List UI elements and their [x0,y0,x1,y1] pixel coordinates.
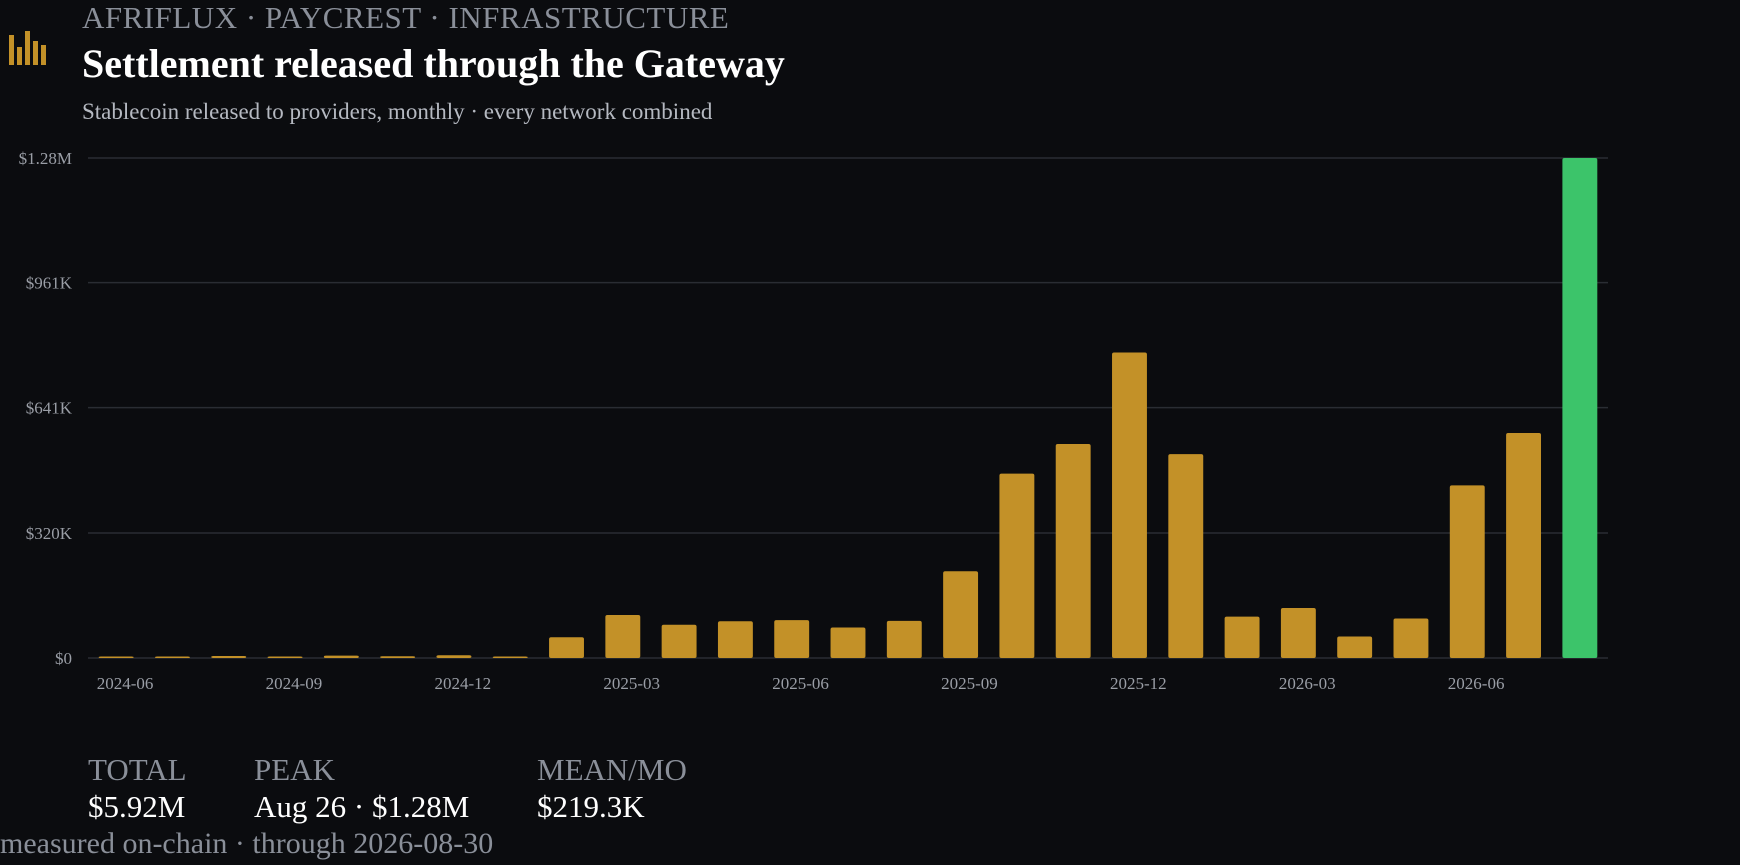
y-tick-label: $641K [26,399,73,418]
bar [1055,443,1091,658]
bar [1280,608,1316,658]
chart-subtitle: Stablecoin released to providers, monthl… [82,99,713,124]
bar [1224,616,1260,658]
y-tick-label: $1.28M [19,149,72,168]
x-tick-label: 2024-12 [434,674,491,693]
grid-lines [88,157,1608,659]
bar [549,637,584,658]
bar [999,473,1035,658]
chart-title: Settlement released through the Gateway [82,41,785,86]
x-tick-label: 2025-03 [603,674,660,693]
bar [267,656,303,658]
stat-mean: MEAN/MO $219.3K [537,752,687,826]
bar [661,624,697,658]
stat-total: TOTAL $5.92M [88,752,187,826]
stat-total-label: TOTAL [88,752,187,787]
y-axis: $0 $320K $641K $961K $1.28M [19,149,73,668]
stat-peak-value: Aug 26 · $1.28M [254,789,470,824]
x-tick-label: 2024-09 [266,674,323,693]
bar [1393,618,1429,658]
stat-mean-label: MEAN/MO [537,752,687,787]
bar [1168,454,1204,658]
bar [211,656,247,658]
bar [323,655,359,658]
stat-total-value: $5.92M [88,789,186,824]
y-tick-label: $0 [55,649,72,668]
y-tick-label: $320K [26,524,73,543]
bar [605,615,641,658]
x-tick-label: 2025-06 [772,674,829,693]
bar [380,656,416,658]
stat-peak-label: PEAK [254,752,335,787]
x-tick-label: 2026-06 [1448,674,1505,693]
x-tick-label: 2025-12 [1110,674,1167,693]
bar [943,571,979,658]
bar-highlight [1562,158,1598,658]
x-tick-label: 2026-03 [1279,674,1336,693]
bar [886,620,922,658]
stat-mean-value: $219.3K [537,789,645,824]
bar-chart: $0$320K$641K$961K$1.28M 2024-06 2024-09 20… [19,149,1608,693]
bar [717,621,753,658]
x-axis: 2024-06 2024-09 2024-12 2025-03 2025-06 2025-… [97,674,1505,693]
bar [774,620,810,658]
bar [1112,352,1147,658]
x-tick-label: 2024-06 [97,674,154,693]
bar [830,627,866,658]
stat-peak: PEAK Aug 26 · $1.28M [254,752,469,826]
x-tick-label: 2025-09 [941,674,998,693]
bars [98,158,1598,658]
bar [154,656,190,658]
y-tick-label: $961K [26,274,73,293]
bar [492,656,528,658]
bar [436,655,472,658]
bar [1337,636,1373,658]
eyebrow-label: AFRIFLUX · PAYCREST · INFRASTRUCTURE [82,0,730,35]
bar-chart-icon [9,31,46,65]
bar [1449,485,1485,658]
footnote: measured on-chain · through 2026-08-30 [0,827,494,860]
bar [98,656,134,658]
bar [1506,433,1542,658]
